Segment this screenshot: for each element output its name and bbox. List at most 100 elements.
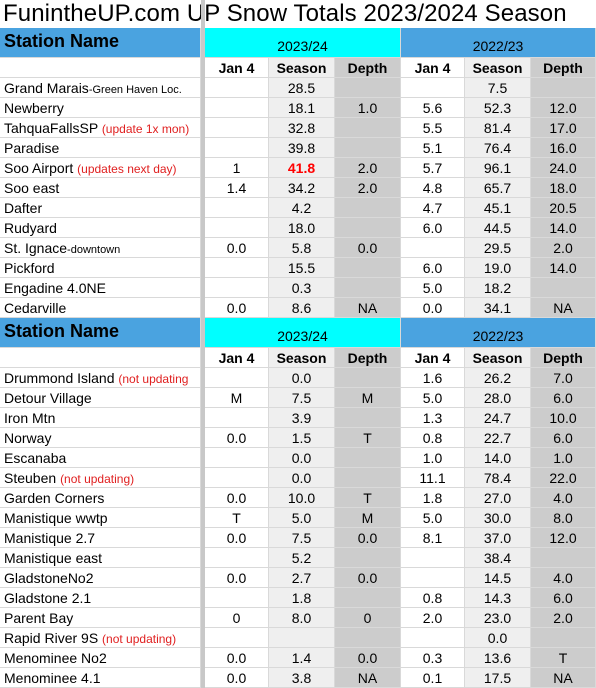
column-divider	[201, 238, 205, 258]
value-cell	[335, 78, 401, 98]
table-row: Detour Village M 7.5 M 5.0 28.0 6.0	[0, 388, 596, 408]
value-cell: 14.0	[465, 448, 531, 468]
value-cell: 28.0	[465, 388, 531, 408]
value-cell: 2.0	[531, 608, 596, 628]
value-cell: 0	[335, 608, 401, 628]
station-note: (updates next day)	[77, 162, 177, 176]
value-cell: 5.1	[401, 138, 465, 158]
value-cell	[205, 98, 269, 118]
value-cell: 5.0	[401, 388, 465, 408]
value-cell: 5.0	[401, 278, 465, 298]
season-current-label: 2023/24	[205, 28, 401, 58]
value-cell: 32.8	[269, 118, 335, 138]
value-cell: 1.4	[269, 648, 335, 668]
value-cell: 20.5	[531, 198, 596, 218]
column-divider	[201, 588, 205, 608]
station-note: (not updating	[118, 372, 189, 386]
value-cell	[335, 118, 401, 138]
value-cell: 65.7	[465, 178, 531, 198]
column-divider	[201, 58, 205, 78]
value-cell: 0.1	[401, 668, 465, 688]
station-name: Paradise	[4, 140, 60, 156]
value-cell: 34.1	[465, 298, 531, 318]
value-cell: 34.2	[269, 178, 335, 198]
station-cell: Dafter	[0, 198, 201, 218]
column-divider	[201, 528, 205, 548]
value-cell: 18.0	[531, 178, 596, 198]
value-cell: 17.5	[465, 668, 531, 688]
value-cell	[335, 218, 401, 238]
table-row: Cedarville 0.0 8.6 NA 0.0 34.1 NA	[0, 298, 596, 318]
column-divider	[201, 198, 205, 218]
station-name: Newberry	[4, 100, 64, 116]
value-cell: 0.8	[401, 588, 465, 608]
season-current-label: 2023/24	[205, 318, 401, 348]
value-cell	[531, 278, 596, 298]
value-cell: NA	[335, 298, 401, 318]
column-divider	[201, 218, 205, 238]
column-header: Jan 4	[205, 58, 269, 78]
column-divider	[201, 608, 205, 628]
value-cell: 0.8	[401, 428, 465, 448]
table-row: GladstoneNo2 0.0 2.7 0.0 14.5 4.0	[0, 568, 596, 588]
column-divider	[201, 648, 205, 668]
value-cell: 29.5	[465, 238, 531, 258]
column-divider	[201, 348, 205, 368]
value-cell: 10.0	[269, 488, 335, 508]
value-cell	[269, 628, 335, 648]
value-cell: 0.3	[269, 278, 335, 298]
value-cell: 27.0	[465, 488, 531, 508]
table-row: Drummond Island (not updating 0.0 1.6 26.2 7…	[0, 368, 596, 388]
station-cell: Garden Corners	[0, 488, 201, 508]
value-cell: 1.8	[269, 588, 335, 608]
value-cell	[335, 258, 401, 278]
value-cell: 18.1	[269, 98, 335, 118]
column-divider	[201, 28, 205, 58]
station-location: -downtown	[67, 244, 121, 256]
section-header-row: Station Name 2023/24 2022/23	[0, 318, 596, 348]
value-cell: 23.0	[465, 608, 531, 628]
value-cell: T	[205, 508, 269, 528]
value-cell	[205, 368, 269, 388]
station-name: Manistique 2.7	[4, 530, 96, 546]
column-divider	[201, 298, 205, 318]
station-name: Dafter	[4, 200, 43, 216]
value-cell: 0	[205, 608, 269, 628]
value-cell: 0.0	[205, 568, 269, 588]
column-header: Depth	[531, 58, 596, 78]
station-note: (update 1x mon)	[101, 122, 190, 136]
value-cell: 2.0	[401, 608, 465, 628]
value-cell: 14.3	[465, 588, 531, 608]
value-cell: 14.0	[531, 218, 596, 238]
column-divider	[201, 568, 205, 588]
value-cell: 4.0	[531, 488, 596, 508]
value-cell: 1.3	[401, 408, 465, 428]
value-cell	[335, 278, 401, 298]
value-cell: NA	[531, 668, 596, 688]
column-divider	[201, 78, 205, 98]
station-name: Parent Bay	[4, 610, 74, 626]
value-cell: 38.4	[465, 548, 531, 568]
value-cell: 13.6	[465, 648, 531, 668]
value-cell	[205, 588, 269, 608]
column-divider	[201, 408, 205, 428]
column-divider	[201, 628, 205, 648]
value-cell	[401, 548, 465, 568]
value-cell: 1.8	[401, 488, 465, 508]
column-header-blank	[0, 348, 201, 368]
value-cell: 0.0	[401, 298, 465, 318]
value-cell: 0.0	[205, 488, 269, 508]
value-cell: T	[335, 488, 401, 508]
value-cell: 0.0	[335, 238, 401, 258]
value-cell: 1.6	[401, 368, 465, 388]
value-cell: 18.2	[465, 278, 531, 298]
value-cell: 14.5	[465, 568, 531, 588]
table-row: Soo east 1.4 34.2 2.0 4.8 65.7 18.0	[0, 178, 596, 198]
value-cell: 0.0	[335, 648, 401, 668]
value-cell	[205, 218, 269, 238]
value-cell: 39.8	[269, 138, 335, 158]
station-cell: Newberry	[0, 98, 201, 118]
value-cell: 26.2	[465, 368, 531, 388]
station-name: Soo east	[4, 180, 60, 196]
station-cell: Drummond Island (not updating	[0, 368, 201, 388]
